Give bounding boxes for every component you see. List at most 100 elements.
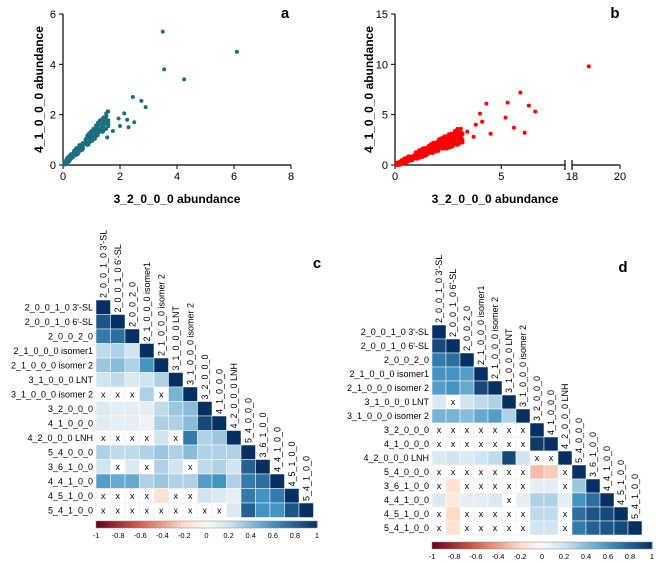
heatmap-cell (139, 415, 155, 431)
heatmap-cell (124, 357, 140, 373)
colorbar-segment (487, 542, 492, 549)
column-label: 4_1_0_0_0 (546, 390, 556, 435)
heatmap-cell (124, 415, 140, 431)
colorbar-tick-label: 0.2 (559, 552, 569, 561)
data-point (451, 142, 456, 147)
y-tick-label: 6 (50, 9, 56, 21)
data-point (471, 134, 476, 139)
data-point (95, 133, 100, 138)
colorbar-segment (96, 521, 101, 528)
heatmap-cell (240, 444, 256, 460)
colorbar-segment (254, 521, 259, 528)
heatmap-cell (445, 338, 461, 354)
colorbar-tick-label: -0.4 (156, 531, 169, 540)
row-label: 4_2_0_0_0 LNH (27, 433, 93, 443)
colorbar-segment (626, 542, 631, 549)
heatmap-cell (473, 394, 489, 410)
heatmap-cell (543, 492, 559, 508)
heatmap-cell (139, 444, 155, 460)
colorbar-segment (147, 521, 152, 528)
y-tick-label: 0 (382, 160, 388, 172)
heatmap-cell (431, 380, 447, 396)
data-point (419, 152, 424, 157)
heatmap-cell (571, 492, 587, 508)
colorbar-segment (446, 542, 451, 549)
heatmap-cell (139, 372, 155, 388)
heatmap-cell (459, 408, 475, 424)
heatmap-cell (543, 478, 559, 494)
heatmap-cell (226, 502, 242, 518)
data-point (416, 151, 421, 156)
colorbar-segment (538, 542, 543, 549)
heatmap-cell (168, 386, 184, 402)
colorbar-segment (298, 521, 303, 528)
heatmap-cell (95, 314, 111, 330)
colorbar-segment (224, 521, 229, 528)
data-point (586, 64, 591, 69)
colorbar-segment (648, 542, 653, 549)
data-point (439, 141, 444, 146)
column-label: 4_2_0_0_0 LNH (560, 383, 570, 449)
colorbar-segment (498, 542, 503, 549)
nonsignificant-mark: x (437, 439, 442, 449)
colorbar-segment (129, 521, 134, 528)
column-label: 3_2_0_0_0 (200, 354, 210, 399)
heatmap-cell (529, 436, 545, 452)
column-label: 3_6_1_0_0 (588, 432, 598, 477)
heatmap-cell (226, 430, 242, 446)
heatmap-cell (459, 394, 475, 410)
heatmap-cell (431, 366, 447, 382)
heatmap-cell (445, 506, 461, 522)
nonsignificant-mark: x (521, 509, 526, 519)
heatmap-cell (284, 488, 300, 504)
heatmap-cell (613, 506, 629, 522)
row-label: 2_0_0_1_0 6'-SL (25, 317, 93, 327)
data-point (125, 117, 130, 122)
colorbar-segment (125, 521, 130, 528)
data-point (182, 77, 187, 82)
colorbar-segment (136, 521, 141, 528)
colorbar-tick-label: 0.4 (245, 531, 255, 540)
row-label: 5_4_0_0_0 (48, 447, 93, 457)
data-point (505, 100, 510, 105)
colorbar-segment (483, 542, 488, 549)
heatmap-cell (445, 520, 461, 536)
colorbar-segment (435, 542, 440, 549)
heatmap-cell (240, 473, 256, 489)
data-point (80, 146, 85, 151)
heatmap-cell (459, 380, 475, 396)
row-label: 4_1_0_0_0 (48, 418, 93, 428)
data-point (456, 135, 461, 140)
heatmap-cell (515, 492, 531, 508)
x-tick-label: 5 (498, 171, 504, 183)
colorbar-segment (151, 521, 156, 528)
nonsignificant-mark: x (465, 523, 470, 533)
heatmap-panel-d: 2_0_0_1_0 3'-SL 2_0_0_1_0 3'-SL 2_0_0_1_0 … (347, 255, 654, 561)
colorbar-segment (553, 542, 558, 549)
colorbar-tick-label: 0.6 (603, 552, 613, 561)
row-label: 2_0_0_2_0 (384, 355, 429, 365)
row-label: 2_0_0_2_0 (48, 331, 93, 341)
data-point (424, 148, 429, 153)
row-label: 3_1_0_0_0 LNT (28, 375, 93, 385)
heatmap-cell (95, 401, 111, 417)
nonsignificant-mark: x (479, 523, 484, 533)
colorbar-segment (450, 542, 455, 549)
nonsignificant-mark: x (101, 491, 106, 501)
nonsignificant-mark: x (563, 523, 568, 533)
panel-label: c (313, 255, 321, 272)
heatmap-cell (501, 408, 517, 424)
heatmap-cell (153, 473, 169, 489)
colorbar-segment (213, 521, 218, 528)
heatmap-cell (211, 430, 227, 446)
nonsignificant-mark: x (493, 523, 498, 533)
heatmap-cell (197, 401, 213, 417)
data-point (480, 119, 485, 124)
heatmap-cell (599, 506, 615, 522)
heatmap-cell (168, 473, 184, 489)
heatmap-cell (182, 430, 198, 446)
data-point (69, 155, 74, 160)
data-point (110, 129, 115, 134)
colorbar-segment (291, 521, 296, 528)
colorbar-segment (217, 521, 222, 528)
